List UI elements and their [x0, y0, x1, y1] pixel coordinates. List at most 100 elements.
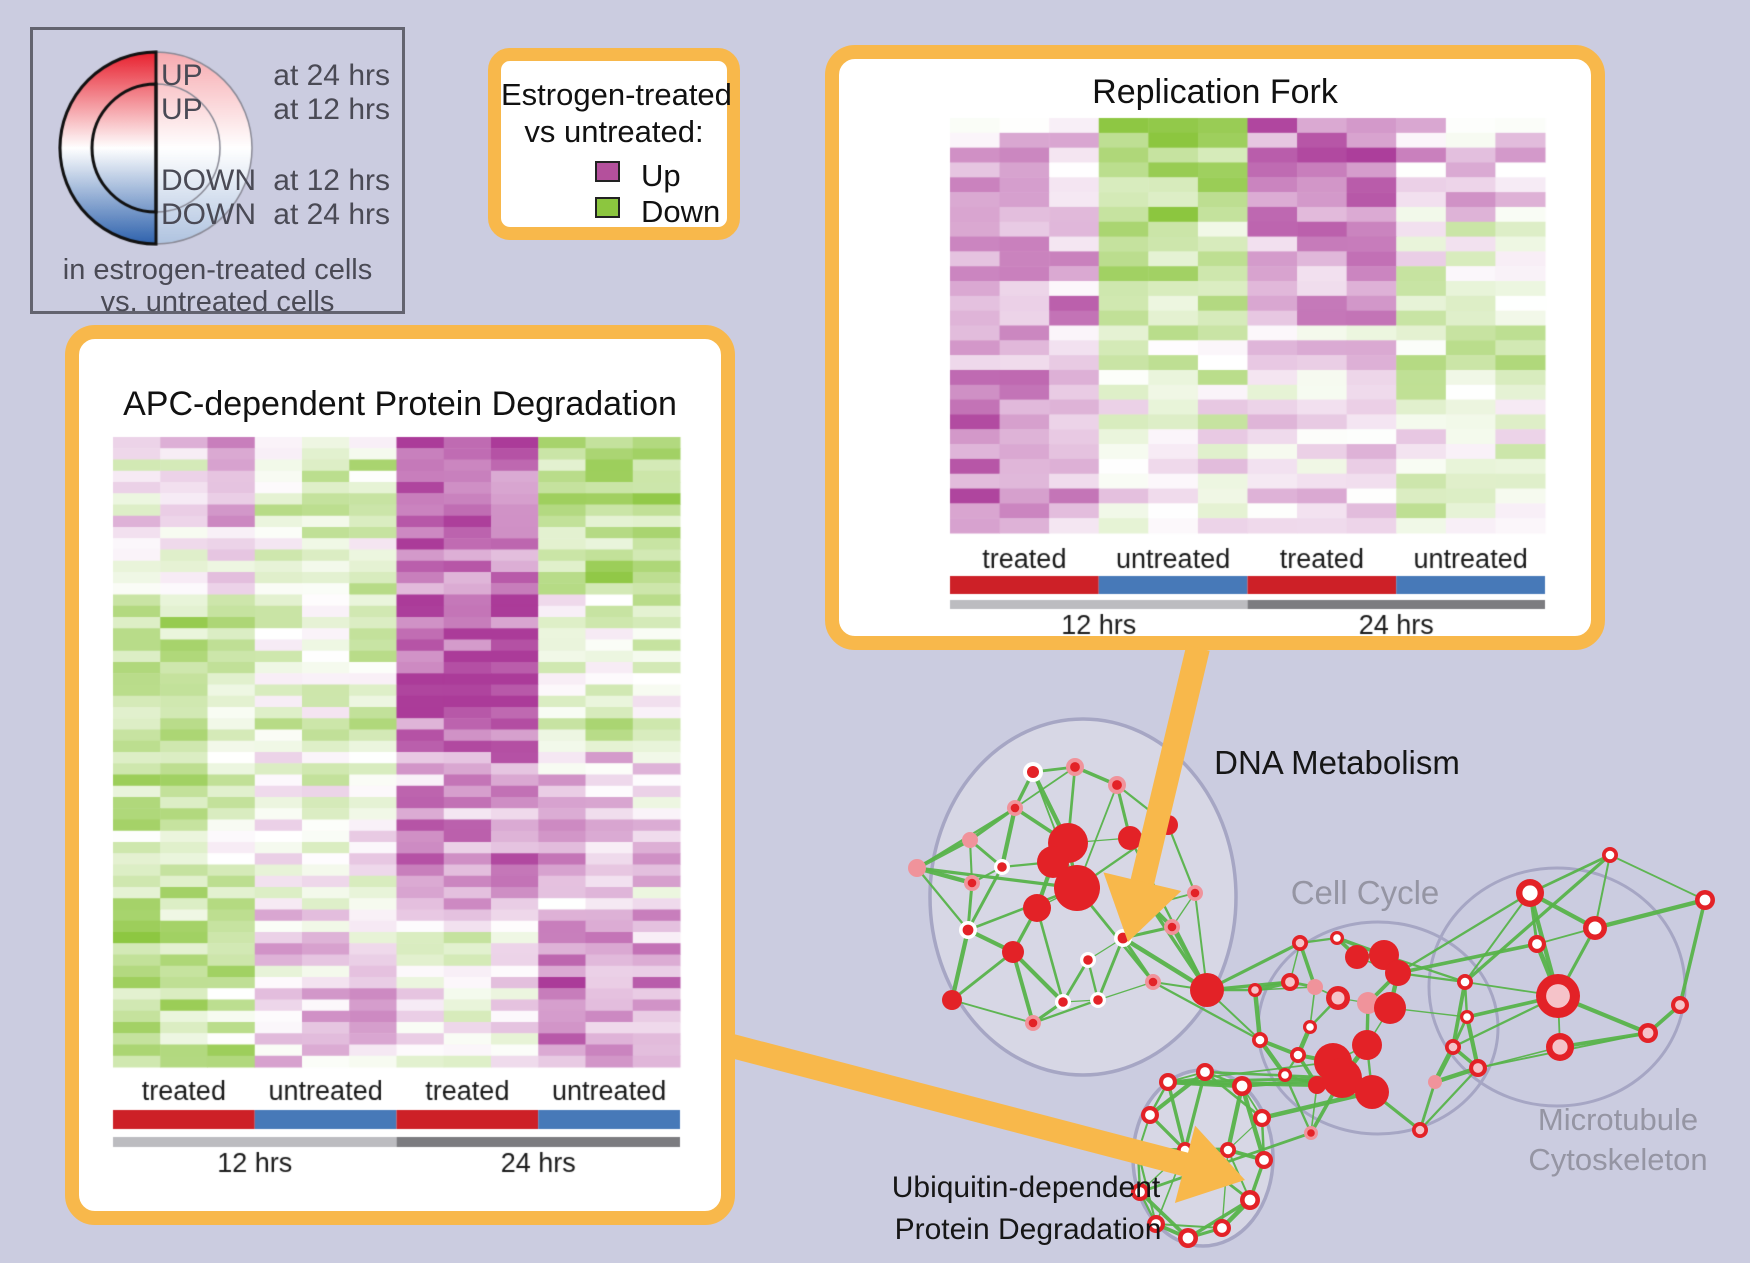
network-node-core	[1217, 1223, 1227, 1233]
network-node-core	[1083, 955, 1093, 965]
network-label: Microtubule	[1537, 1102, 1699, 1137]
network-label: Cytoskeleton	[1528, 1142, 1708, 1177]
network-node-core	[1255, 1035, 1265, 1045]
network-node-core	[1552, 1039, 1568, 1055]
network-edge	[1451, 981, 1467, 1048]
network-edge	[1167, 1061, 1334, 1083]
up-down-gradient-circle-icon	[58, 50, 254, 246]
network-label: DNA Metabolism	[1214, 744, 1460, 781]
network-node-core	[1223, 1145, 1233, 1155]
connector-arrow-shaft	[728, 1034, 1194, 1178]
legend-time: at 24 hrs	[273, 198, 390, 231]
network-node	[1352, 1030, 1382, 1060]
up-color-swatch	[595, 161, 620, 182]
network-edge	[1225, 1085, 1245, 1151]
network-node-core	[1306, 1023, 1314, 1031]
network-edge	[1061, 959, 1090, 1003]
network-node	[1190, 973, 1224, 1007]
network-node-core	[1295, 938, 1305, 948]
network-node	[1357, 992, 1379, 1014]
network-node-core	[1463, 1013, 1471, 1021]
network-edge	[1096, 937, 1125, 1001]
network-node	[1355, 1075, 1389, 1109]
network-label: Protein Degradation	[894, 1213, 1162, 1246]
legend-direction: UP	[161, 59, 203, 92]
replication-fork-heatmap-canvas	[839, 59, 1591, 636]
apc-heatmap-canvas	[79, 339, 721, 1211]
network-node-core	[1163, 1077, 1173, 1087]
color-legend-title-line2: vs untreated:	[524, 114, 704, 149]
network-node-core	[1251, 986, 1259, 994]
network-node-core	[1070, 762, 1080, 772]
legend-direction: DOWN	[161, 198, 256, 231]
network-node-core	[1460, 977, 1470, 987]
legend-time: at 12 hrs	[273, 164, 390, 197]
network-node-core	[1588, 921, 1602, 935]
network-edge	[999, 807, 1018, 868]
network-node	[1023, 894, 1051, 922]
network-node-core	[1259, 1155, 1269, 1165]
network-edge	[1011, 950, 1065, 1004]
network-node-core	[1112, 780, 1122, 790]
network-node	[1428, 1075, 1442, 1089]
network-node-core	[1244, 1194, 1256, 1206]
legend-direction: DOWN	[161, 164, 256, 197]
replication-fork-heatmap-panel: Replication Fork	[825, 45, 1605, 650]
legend-row: UP at 12 hrs	[33, 93, 402, 129]
network-node-core	[1257, 1113, 1267, 1123]
network-edge	[1678, 899, 1707, 1006]
network-edge	[1419, 1067, 1479, 1131]
network-edge	[951, 950, 1014, 1002]
network-edge	[1011, 951, 1035, 1024]
network-edge	[1239, 1085, 1267, 1161]
network-node-core	[997, 862, 1007, 872]
legend-row: UP at 24 hrs	[33, 59, 402, 95]
network-node-core	[1532, 939, 1542, 949]
network-node-core	[1148, 977, 1158, 987]
network-node-core	[1675, 1000, 1685, 1010]
network-node-core	[1293, 1050, 1303, 1060]
network-edge	[916, 866, 1078, 890]
legend-row: DOWN at 12 hrs	[33, 164, 402, 200]
network-edge	[949, 929, 971, 1001]
network-node-core	[1145, 1110, 1155, 1120]
connector-arrow-shaft	[1129, 645, 1210, 891]
bottom-white-strip	[0, 1263, 1750, 1279]
network-node	[1345, 945, 1369, 969]
network-edge	[1609, 854, 1706, 901]
network-node-core	[1331, 991, 1345, 1005]
network-node-core	[1546, 984, 1570, 1008]
network-edge	[1097, 981, 1154, 1001]
network-node-core	[1167, 922, 1177, 932]
connector-arrow-head	[1103, 872, 1182, 942]
network-edge	[1183, 1071, 1207, 1151]
network-edge	[1206, 941, 1301, 992]
network-edge	[1594, 897, 1706, 931]
network-node-core	[1182, 1232, 1194, 1244]
network-node-core	[1473, 1063, 1483, 1073]
network-node-core	[967, 878, 977, 888]
network-node-core	[1200, 1067, 1210, 1077]
down-color-swatch	[595, 197, 620, 218]
network-node-core	[1093, 995, 1103, 1005]
estrogen-color-legend-box: Estrogen-treated vs untreated: Up Down	[488, 48, 740, 240]
network-edge	[916, 867, 969, 931]
network-label: Cell Cycle	[1290, 874, 1440, 911]
legend-time: at 12 hrs	[273, 93, 390, 126]
network-node	[962, 832, 978, 848]
color-legend-title-line1: Estrogen-treated	[501, 77, 732, 112]
network-label: Ubiquitin-dependent	[891, 1171, 1161, 1204]
network-node	[1054, 865, 1100, 911]
network-edge	[1397, 891, 1531, 975]
legend-row: DOWN at 24 hrs	[33, 198, 402, 234]
network-edge	[1261, 1089, 1373, 1121]
network-node	[1385, 960, 1411, 986]
network-node	[1322, 1058, 1362, 1098]
network-node-core	[962, 924, 974, 936]
legend-item-up: Up	[501, 158, 727, 193]
network-node-core	[1135, 1187, 1145, 1197]
network-node-core	[1285, 977, 1295, 987]
network-node-core	[1448, 1042, 1458, 1052]
network-edge	[1014, 766, 1076, 809]
